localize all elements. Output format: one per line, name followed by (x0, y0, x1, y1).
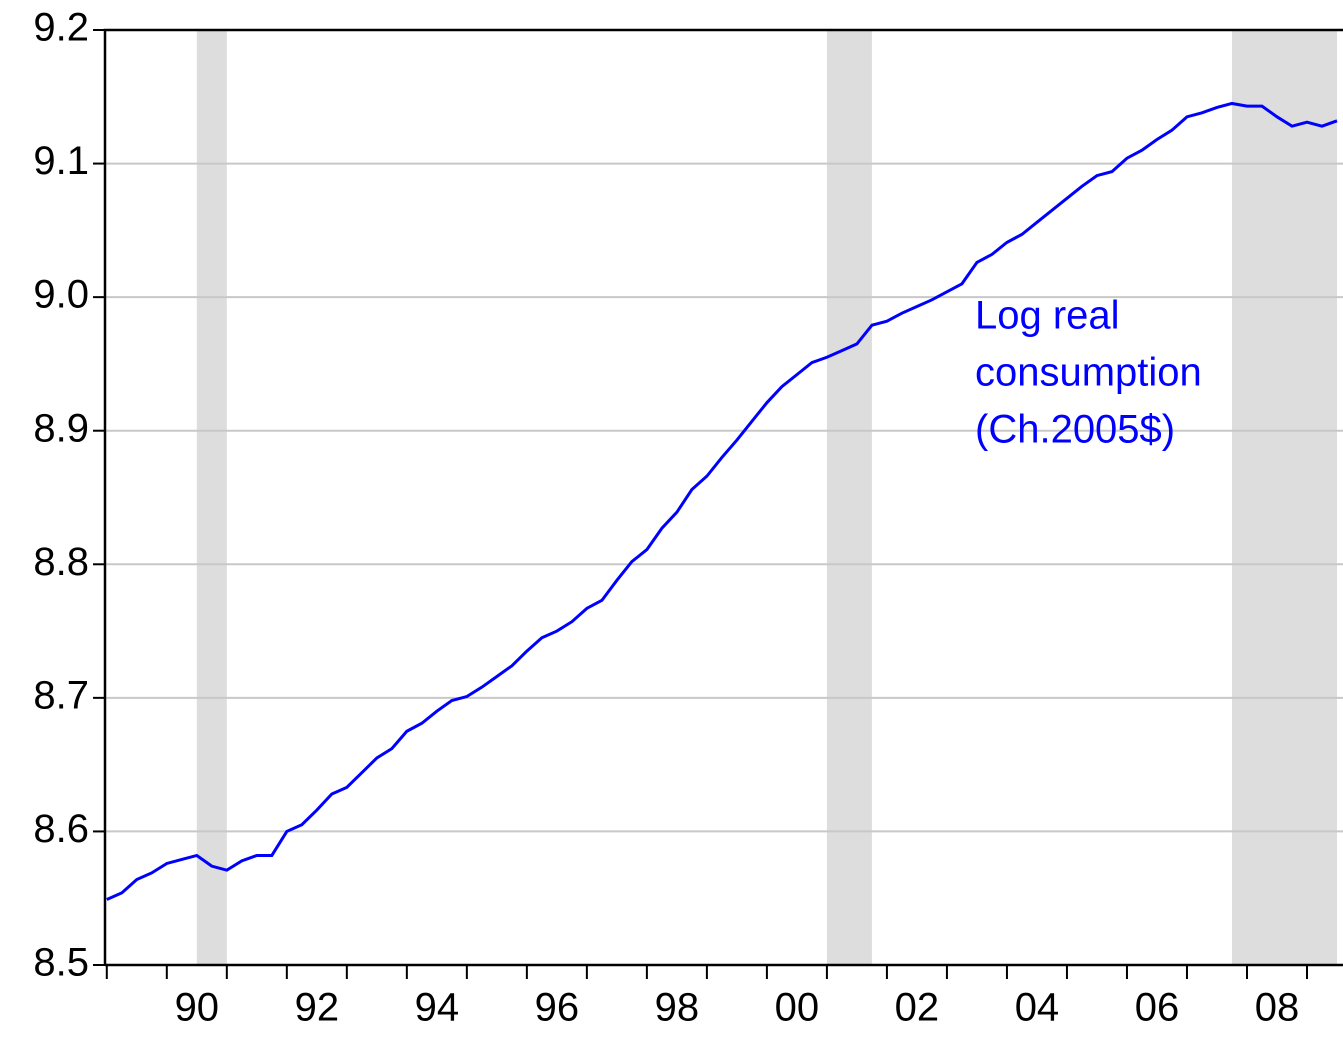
y-tick-label: 8.5 (33, 941, 89, 985)
plot-frame (103, 28, 1343, 965)
recession-band (196, 30, 227, 965)
x-tick-label: 00 (775, 986, 820, 1030)
x-tick-label: 06 (1135, 986, 1180, 1030)
x-tick-label: 90 (175, 986, 220, 1030)
x-tick-label: 98 (655, 986, 700, 1030)
recession-band (1231, 30, 1337, 965)
annotation: Log real (975, 294, 1120, 338)
x-tick-label: 96 (535, 986, 580, 1030)
recession-band (826, 30, 872, 965)
annotation: (Ch.2005$) (975, 408, 1175, 452)
x-tick-label: 92 (295, 986, 340, 1030)
data-line (106, 101, 1338, 901)
x-tick-label: 04 (1015, 986, 1060, 1030)
y-tick-label: 8.8 (33, 540, 89, 584)
y-tick-label: 9.0 (33, 273, 89, 317)
y-tick-label: 8.7 (33, 673, 89, 717)
x-tick-label: 02 (895, 986, 940, 1030)
y-tick-label: 8.6 (33, 807, 89, 851)
y-tick-label: 8.9 (33, 406, 89, 450)
x-tick-label: 08 (1255, 986, 1300, 1030)
y-tick-label: 9.1 (33, 139, 89, 183)
y-tick-label: 9.2 (33, 6, 89, 50)
x-tick-label: 94 (415, 986, 460, 1030)
annotation: consumption (975, 351, 1202, 395)
